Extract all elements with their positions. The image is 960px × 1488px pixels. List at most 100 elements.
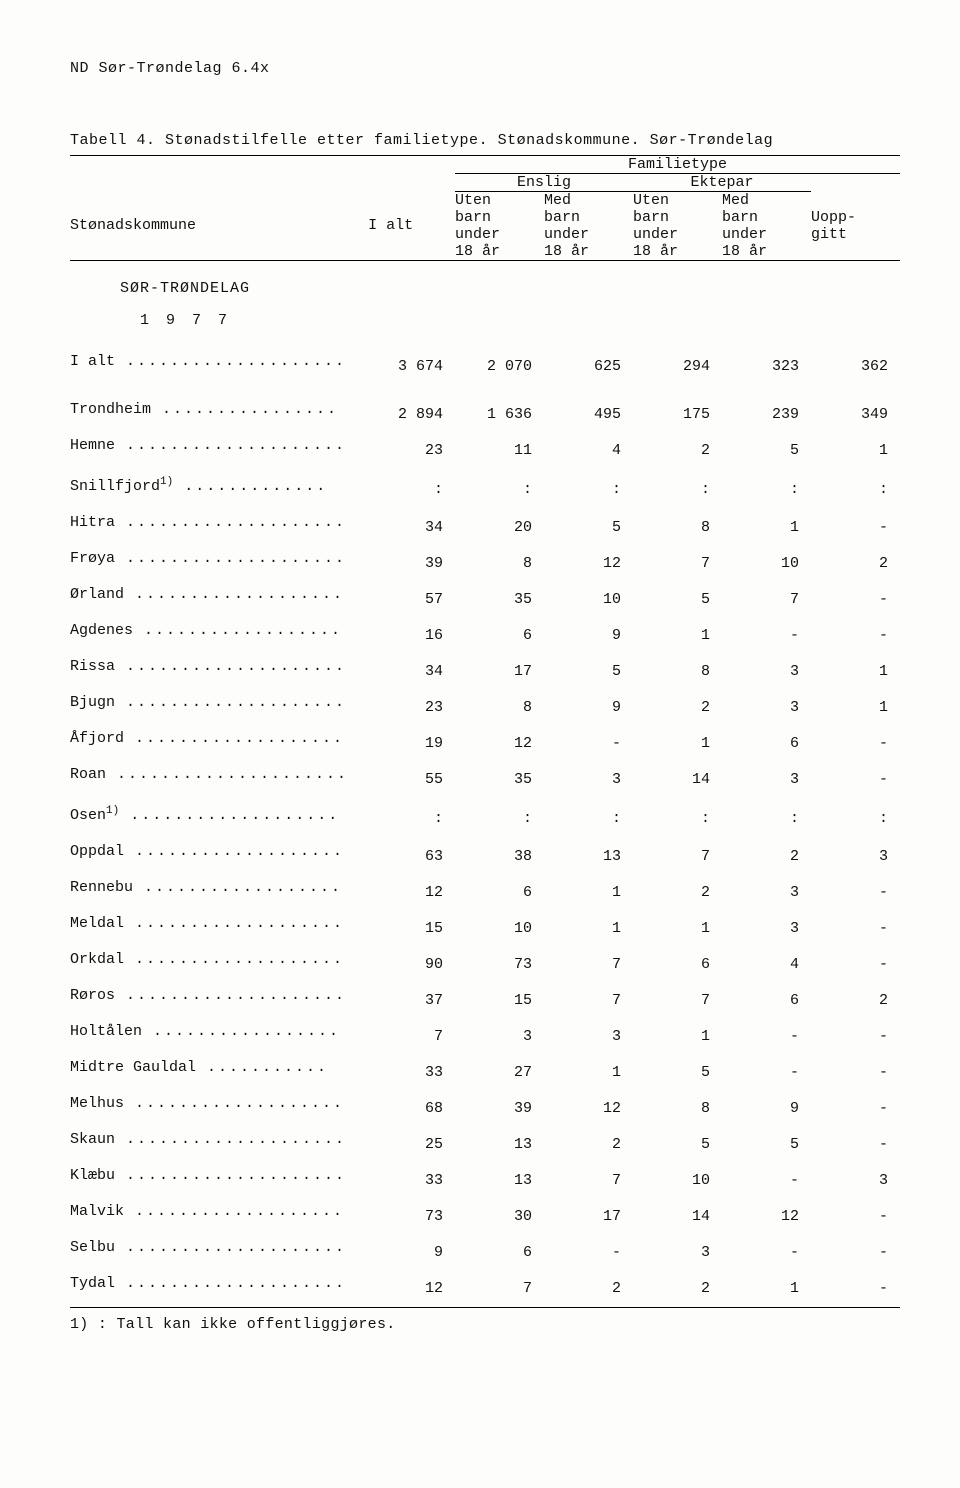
cell: 73: [348, 1199, 455, 1235]
table-row: Klæbu ....................3313710-3: [70, 1163, 900, 1199]
rule-bottom: [70, 1307, 900, 1308]
cell: 6: [722, 983, 811, 1019]
h-uten-b-1: barn: [455, 209, 544, 226]
cell: 2: [544, 1127, 633, 1163]
cell: 5: [544, 510, 633, 546]
cell: 6: [455, 1235, 544, 1271]
row-label: Trondheim ................: [70, 397, 348, 433]
cell: 14: [633, 762, 722, 798]
cell: :: [348, 469, 455, 510]
cell: :: [544, 798, 633, 839]
cell: 10: [633, 1163, 722, 1199]
cell: 30: [455, 1199, 544, 1235]
table-title: Tabell 4. Stønadstilfelle etter familiet…: [70, 132, 900, 149]
cell: 23: [348, 433, 455, 469]
cell: 3: [633, 1235, 722, 1271]
cell: 294: [633, 349, 722, 385]
row-label: Midtre Gauldal ...........: [70, 1055, 348, 1091]
row-label: Bjugn ....................: [70, 690, 348, 726]
cell: 39: [348, 546, 455, 582]
table-row: Oppdal ...................633813723: [70, 839, 900, 875]
h-uten-a-1: Uten: [455, 192, 544, 210]
cell: 13: [455, 1127, 544, 1163]
cell: 35: [455, 582, 544, 618]
cell: -: [811, 1127, 900, 1163]
cell: 239: [722, 397, 811, 433]
cell: 16: [348, 618, 455, 654]
cell: 625: [544, 349, 633, 385]
cell: 8: [455, 690, 544, 726]
h-med-b-1: barn: [544, 209, 633, 226]
cell: 9: [348, 1235, 455, 1271]
cell: 2: [811, 546, 900, 582]
table-row: Røros ....................37157762: [70, 983, 900, 1019]
cell: 5: [722, 433, 811, 469]
h-uten-c-1: under: [455, 226, 544, 243]
cell: 33: [348, 1055, 455, 1091]
row-label: Tydal ....................: [70, 1271, 348, 1307]
cell: -: [811, 510, 900, 546]
h-med-a-1: Med: [544, 192, 633, 210]
table-row: Hitra ....................3420581-: [70, 510, 900, 546]
cell: 19: [348, 726, 455, 762]
cell: 12: [544, 1091, 633, 1127]
cell: 1: [544, 875, 633, 911]
cell: 23: [348, 690, 455, 726]
cell: 12: [348, 1271, 455, 1307]
cell: 7: [633, 546, 722, 582]
data-table: Familietype Enslig Ektepar Stønadskommun…: [70, 156, 900, 1308]
cell: 35: [455, 762, 544, 798]
cell: 6: [455, 618, 544, 654]
row-label: Holtålen .................: [70, 1019, 348, 1055]
cell: 9: [722, 1091, 811, 1127]
cell: 323: [722, 349, 811, 385]
table-row: Holtålen .................7331--: [70, 1019, 900, 1055]
cell: 7: [633, 983, 722, 1019]
cell: 3: [811, 839, 900, 875]
cell: 5: [722, 1127, 811, 1163]
cell: :: [544, 469, 633, 510]
header-row-2: Enslig Ektepar: [70, 174, 900, 192]
cell: 3: [722, 911, 811, 947]
table-row: Skaun ....................2513255-: [70, 1127, 900, 1163]
year-label: 1 9 7 7: [70, 305, 900, 337]
cell: 15: [455, 983, 544, 1019]
table-row: Ørland ...................57351057-: [70, 582, 900, 618]
cell: :: [633, 798, 722, 839]
h-med-c-2: under: [722, 226, 811, 243]
cell: 1: [811, 433, 900, 469]
table-body: I alt ....................3 6742 0706252…: [70, 349, 900, 1307]
cell: 1: [544, 911, 633, 947]
table-row: Hemne ....................23114251: [70, 433, 900, 469]
cell: 63: [348, 839, 455, 875]
cell: 3: [722, 875, 811, 911]
row-label: Oppdal ...................: [70, 839, 348, 875]
section-row: SØR-TRØNDELAG: [70, 273, 900, 305]
cell: -: [811, 947, 900, 983]
cell: 6: [633, 947, 722, 983]
cell: 7: [633, 839, 722, 875]
cell: 2 894: [348, 397, 455, 433]
cell: 5: [633, 1055, 722, 1091]
cell: -: [811, 1091, 900, 1127]
cell: 39: [455, 1091, 544, 1127]
table-row: Tydal ....................127221-: [70, 1271, 900, 1307]
cell: 2 070: [455, 349, 544, 385]
cell: 8: [633, 510, 722, 546]
cell: 2: [633, 1271, 722, 1307]
h-uten-d-1: 18 år: [455, 243, 544, 260]
header-ektepar: Ektepar: [633, 174, 811, 192]
cell: :: [811, 469, 900, 510]
cell: -: [722, 1163, 811, 1199]
cell: 17: [455, 654, 544, 690]
cell: 5: [633, 582, 722, 618]
cell: 7: [722, 582, 811, 618]
cell: -: [811, 875, 900, 911]
row-label: Åfjord ...................: [70, 726, 348, 762]
cell: 3: [544, 762, 633, 798]
table-row: Selbu ....................96-3--: [70, 1235, 900, 1271]
cell: 10: [722, 546, 811, 582]
cell: 25: [348, 1127, 455, 1163]
cell: 2: [633, 433, 722, 469]
cell: 1: [633, 911, 722, 947]
